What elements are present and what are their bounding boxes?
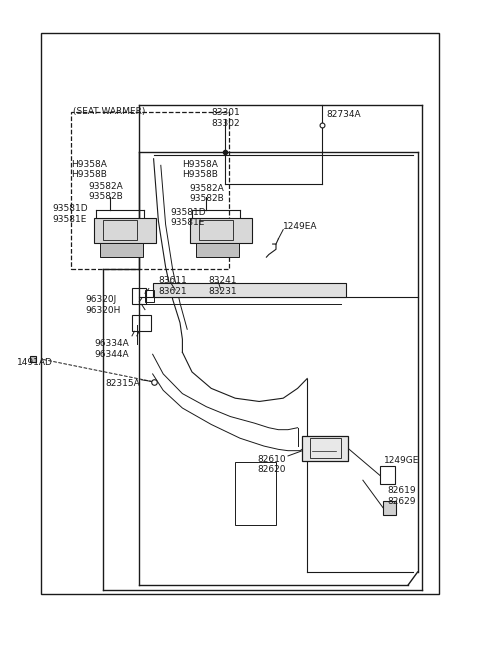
- Bar: [100, 243, 143, 257]
- Bar: [132, 288, 146, 304]
- Text: 83611
83621: 83611 83621: [158, 276, 187, 296]
- Text: 93581D
93581E: 93581D 93581E: [53, 204, 88, 224]
- Text: 82619
82629: 82619 82629: [388, 486, 417, 506]
- Text: 93582A
93582B: 93582A 93582B: [89, 182, 123, 201]
- Bar: [132, 315, 151, 331]
- Bar: [71, 112, 229, 269]
- Bar: [235, 462, 276, 525]
- Bar: [310, 438, 341, 458]
- Bar: [103, 220, 137, 240]
- Text: 93582A
93582B: 93582A 93582B: [190, 184, 224, 203]
- Bar: [383, 501, 396, 515]
- Bar: [145, 290, 154, 302]
- Text: 1249EA: 1249EA: [283, 222, 318, 231]
- Bar: [196, 243, 239, 257]
- Text: (SEAT WARMER): (SEAT WARMER): [73, 107, 145, 116]
- Text: 83241
83231: 83241 83231: [209, 276, 238, 296]
- Text: 82734A: 82734A: [326, 110, 361, 119]
- Bar: [94, 218, 156, 243]
- Bar: [41, 33, 439, 594]
- Text: 82610
82620: 82610 82620: [257, 455, 286, 474]
- Text: 93581D
93581E: 93581D 93581E: [170, 208, 206, 228]
- Bar: [380, 466, 395, 484]
- Text: 1491AD: 1491AD: [17, 358, 53, 367]
- Text: 82315A: 82315A: [106, 379, 140, 388]
- Text: H9358A
H9358B: H9358A H9358B: [71, 159, 107, 179]
- Text: 1249GE: 1249GE: [384, 456, 420, 465]
- Text: 96334A
96344A: 96334A 96344A: [94, 339, 129, 359]
- Text: 96320J
96320H: 96320J 96320H: [85, 295, 121, 315]
- Bar: [199, 220, 233, 240]
- Bar: [302, 436, 348, 461]
- Bar: [190, 218, 252, 243]
- Text: H9358A
H9358B: H9358A H9358B: [182, 159, 218, 179]
- Bar: [153, 283, 346, 297]
- Text: 83301
83302: 83301 83302: [211, 108, 240, 128]
